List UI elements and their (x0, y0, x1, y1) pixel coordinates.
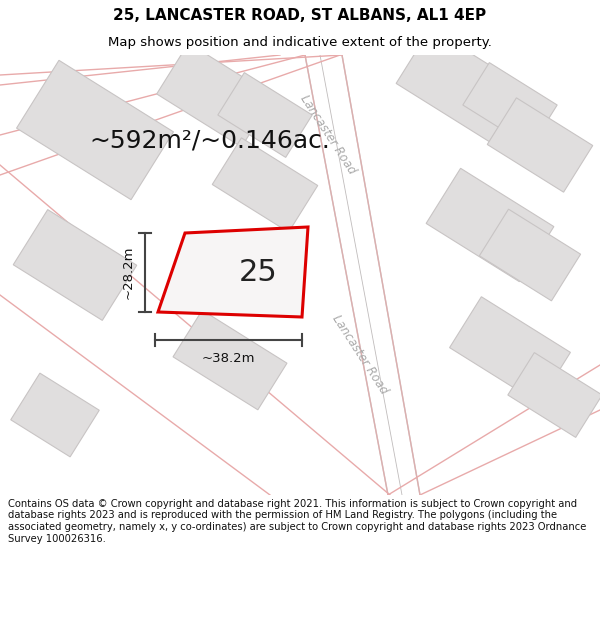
Polygon shape (13, 209, 137, 321)
Polygon shape (157, 43, 273, 147)
Polygon shape (173, 310, 287, 410)
Text: ~28.2m: ~28.2m (122, 246, 135, 299)
Text: ~592m²/~0.146ac.: ~592m²/~0.146ac. (89, 128, 331, 152)
Text: Contains OS data © Crown copyright and database right 2021. This information is : Contains OS data © Crown copyright and d… (8, 499, 586, 544)
Text: ~38.2m: ~38.2m (202, 352, 255, 365)
Text: Lancaster Road: Lancaster Road (298, 93, 358, 177)
Polygon shape (158, 227, 308, 317)
Text: Lancaster Road: Lancaster Road (329, 313, 391, 397)
Polygon shape (508, 352, 600, 437)
Polygon shape (218, 72, 312, 158)
Polygon shape (212, 138, 318, 232)
Polygon shape (305, 55, 420, 495)
Polygon shape (463, 62, 557, 148)
Polygon shape (449, 297, 571, 403)
Text: Map shows position and indicative extent of the property.: Map shows position and indicative extent… (108, 36, 492, 49)
Polygon shape (11, 373, 99, 457)
Polygon shape (487, 98, 593, 192)
Polygon shape (426, 168, 554, 282)
Text: 25: 25 (239, 258, 278, 287)
Polygon shape (479, 209, 581, 301)
Polygon shape (396, 28, 524, 142)
Polygon shape (17, 60, 173, 200)
Text: 25, LANCASTER ROAD, ST ALBANS, AL1 4EP: 25, LANCASTER ROAD, ST ALBANS, AL1 4EP (113, 8, 487, 23)
